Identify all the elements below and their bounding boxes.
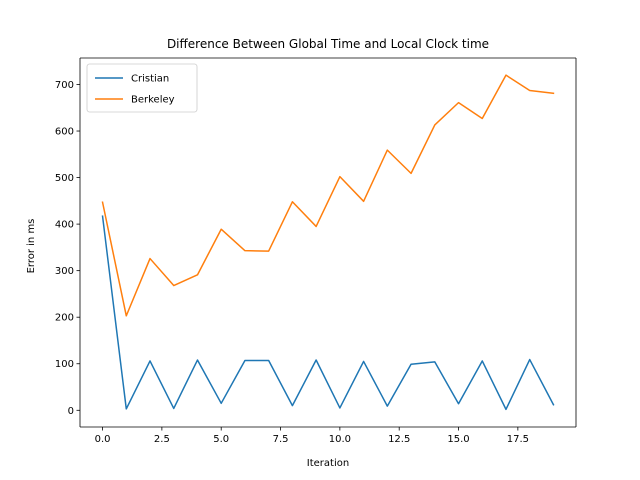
plot-area: [79, 57, 577, 428]
legend-box: [86, 63, 198, 113]
legend: Cristian Berkeley: [86, 63, 198, 113]
x-axis: 0.0 2.5 5.0 7.5 10.0 12.5 15.0 17.5: [95, 427, 529, 445]
y-tick-label: 600: [55, 127, 74, 138]
y-tick-label: 500: [55, 173, 74, 184]
y-tick-label: 200: [55, 313, 74, 324]
x-tick-label: 10.0: [329, 434, 351, 445]
x-axis-label: Iteration: [307, 458, 349, 469]
y-tick-label: 0: [68, 406, 74, 417]
y-axis-label: Error in ms: [26, 219, 37, 274]
plot-background: [80, 58, 576, 427]
x-tick-label: 2.5: [154, 434, 170, 445]
x-tick-label: 12.5: [388, 434, 410, 445]
x-tick-label: 15.0: [447, 434, 469, 445]
y-tick-label: 100: [55, 359, 74, 370]
y-tick-label: 400: [55, 220, 74, 231]
series-layer: [101, 74, 555, 411]
chart-title: Difference Between Global Time and Local…: [167, 37, 489, 51]
series-line-cristian: [101, 215, 555, 411]
y-tick-label: 300: [55, 266, 74, 277]
x-tick-label: 17.5: [507, 434, 529, 445]
x-tick-label: 7.5: [273, 434, 289, 445]
series-line-berkeley: [101, 74, 555, 317]
legend-label-berkeley: Berkeley: [131, 95, 175, 106]
y-axis: 0 100 200 300 400 500 600 700: [55, 80, 80, 417]
x-tick-label: 5.0: [213, 434, 229, 445]
x-tick-label: 0.0: [95, 434, 111, 445]
y-tick-label: 700: [55, 80, 74, 91]
legend-label-cristian: Cristian: [131, 74, 169, 85]
